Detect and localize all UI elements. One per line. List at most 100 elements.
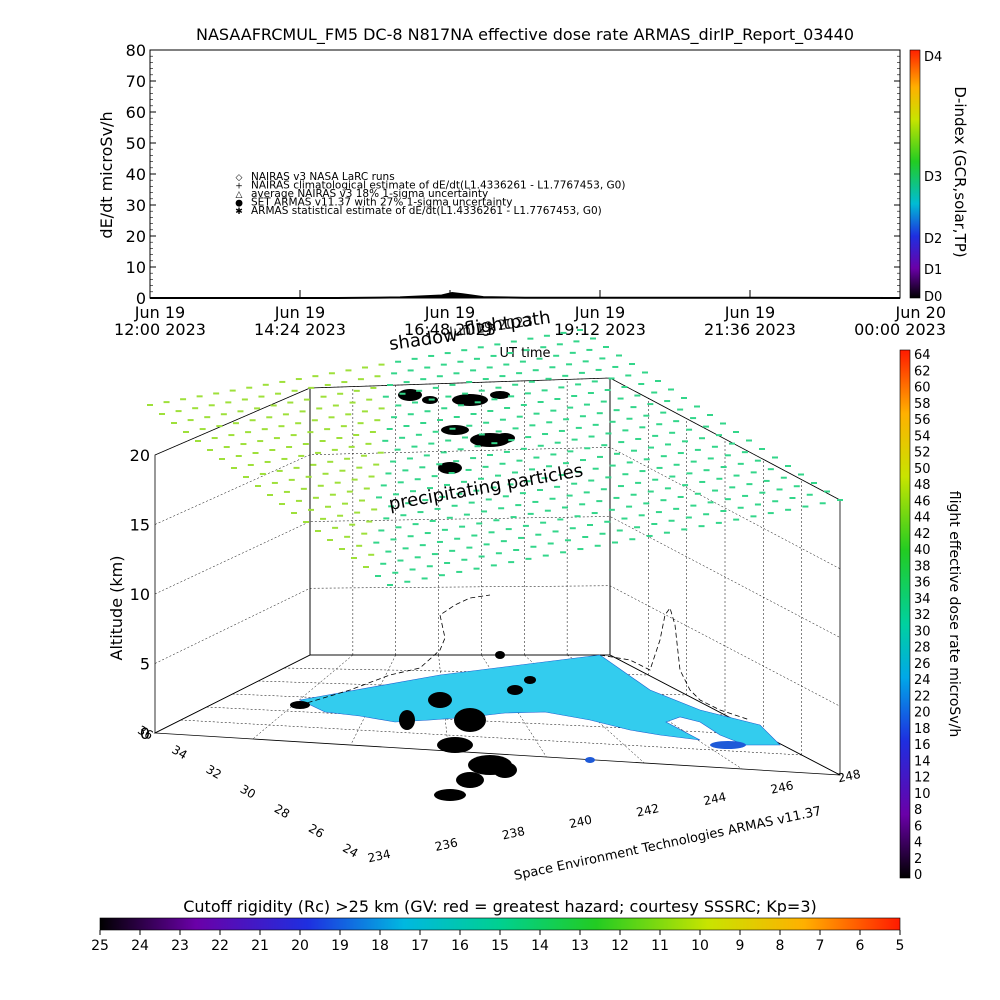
dose-rate-tick-label: 6 — [914, 819, 922, 834]
dose-rate-tick-label: 62 — [914, 364, 931, 379]
shadow-blob — [438, 462, 462, 474]
latitude-tick-label: 32 — [204, 762, 224, 782]
dindex-tick-label: D1 — [924, 263, 942, 278]
y-tick-label: 30 — [126, 196, 146, 215]
altitude-ticks: 0 5 10 15 20 — [130, 446, 150, 743]
dindex-tick-label: D2 — [924, 232, 942, 247]
dose-rate-tick-label: 14 — [914, 754, 931, 769]
dose-rate-colorbar — [899, 349, 911, 879]
x-tick-label-date: Jun 19 — [424, 303, 475, 322]
dose-rate-tick-label: 30 — [914, 624, 931, 639]
cutoff-tick-label: 21 — [251, 938, 269, 954]
shadow-blob — [441, 425, 469, 435]
cutoff-colorbar — [99, 917, 901, 931]
longitude-tick-label: 244 — [702, 790, 727, 808]
x-tick-label-date: Jun 19 — [724, 303, 775, 322]
cutoff-tick-label: 11 — [651, 938, 669, 954]
dose-rate-tick-label: 48 — [914, 478, 931, 493]
shadow-blob — [456, 772, 484, 788]
shadow-blob — [495, 433, 515, 443]
shadow-blob — [434, 789, 466, 801]
altitude-tick-label: 15 — [130, 516, 150, 535]
cutoff-tick-label: 17 — [411, 938, 429, 954]
cutoff-tick-label: 18 — [371, 938, 389, 954]
dose-rate-tick-label: 64 — [914, 348, 931, 363]
x-axis-label: UT time — [500, 346, 551, 361]
dose-rate-colorbar-label: flight effective dose rate microSv/h — [946, 491, 962, 737]
dindex-tick-label: D4 — [924, 50, 942, 65]
legend-label: NAIRAS v3 NASA LaRC runs — [251, 171, 395, 183]
y-tick-label: 20 — [126, 227, 146, 246]
dose-rate-tick-label: 8 — [914, 803, 922, 818]
dose-rate-tick-label: 12 — [914, 771, 931, 786]
dose-rate-tick-label: 20 — [914, 706, 931, 721]
latitude-tick-label: 26 — [306, 821, 326, 841]
cutoff-tick-label: 6 — [856, 938, 865, 954]
cutoff-tick-label: 13 — [571, 938, 589, 954]
dindex-tick-label: D0 — [924, 290, 942, 305]
dose-rate-tick-label: 4 — [914, 836, 922, 851]
longitude-tick-label: 246 — [769, 778, 794, 796]
shadow-blob — [398, 389, 422, 401]
dindex-colorbar-ticks: D4 D3 D2 D1 D0 — [924, 50, 942, 305]
y-tick-label: 60 — [126, 103, 146, 122]
dose-rate-tick-label: 10 — [914, 787, 931, 802]
latitude-tick-label: 28 — [272, 801, 292, 821]
cutoff-tick-label: 5 — [896, 938, 905, 954]
cutoff-tick-label: 24 — [131, 938, 149, 954]
y-tick-label: 50 — [126, 134, 146, 153]
legend-symbol: ● — [235, 199, 243, 209]
precipitating-particle-layer — [147, 329, 843, 586]
longitude-tick-label: 234 — [367, 847, 392, 865]
dindex-tick-label: D3 — [924, 170, 942, 185]
x-tick-label-time: 12:00 2023 — [114, 320, 206, 339]
dose-rate-tick-label: 34 — [914, 592, 931, 607]
time-series-y-ticks: 0 10 20 30 40 50 60 70 80 — [126, 41, 900, 308]
latitude-tick-label: 36 — [135, 723, 155, 743]
legend-symbol: △ — [236, 190, 243, 200]
dose-rate-tick-label: 16 — [914, 738, 931, 753]
longitude-tick-label: 248 — [837, 767, 862, 785]
cutoff-tick-label: 14 — [531, 938, 549, 954]
dose-rate-tick-label: 44 — [914, 511, 931, 526]
legend-symbol: ◇ — [236, 173, 243, 183]
shadow-blob — [437, 737, 473, 753]
x-tick-label-time: 19:12 2023 — [554, 320, 646, 339]
altitude-tick-label: 10 — [130, 585, 150, 604]
dose-rate-series — [150, 291, 901, 299]
legend-symbol: + — [235, 182, 243, 192]
dose-rate-tick-label: 36 — [914, 576, 931, 591]
dose-rate-tick-label: 0 — [914, 868, 922, 883]
cutoff-tick-label: 25 — [91, 938, 109, 954]
y-tick-label: 40 — [126, 165, 146, 184]
low-rigidity-patch — [710, 741, 746, 749]
x-tick-label-date: Jun 19 — [274, 303, 325, 322]
altitude-grid-line — [154, 446, 841, 569]
dose-rate-tick-label: 60 — [914, 381, 931, 396]
x-tick-label-time: 21:36 2023 — [704, 320, 796, 339]
cutoff-tick-label: 16 — [451, 938, 469, 954]
altitude-grid-line — [154, 516, 841, 638]
dose-rate-tick-label: 42 — [914, 527, 931, 542]
cutoff-tick-label: 12 — [611, 938, 629, 954]
dose-rate-tick-label: 28 — [914, 641, 931, 656]
legend-symbol: ✱ — [235, 207, 243, 217]
y-tick-label: 10 — [126, 258, 146, 277]
legend-label: ARMAS statistical estimate of dE/dt(L1.4… — [251, 205, 602, 217]
shadow-blob — [493, 762, 517, 778]
cutoff-tick-label: 20 — [291, 938, 309, 954]
cutoff-tick-label: 22 — [211, 938, 229, 954]
dose-rate-tick-label: 58 — [914, 397, 931, 412]
cutoff-tick-label: 10 — [691, 938, 709, 954]
cutoff-colorbar-ticks: 25 24 23 22 21 20 19 18 17 16 15 14 13 12 11 10 9 8 7 6 5 — [91, 930, 904, 954]
x-tick-label-date: Jun 19 — [134, 303, 185, 322]
flightpath-trace-east — [599, 607, 751, 721]
shadow-blob — [524, 676, 536, 684]
altitude-tick-label: 20 — [130, 446, 150, 465]
altitude-tick-label: 5 — [140, 655, 150, 674]
latitude-tick-label: 34 — [169, 742, 189, 762]
x-tick-label-time: 14:24 2023 — [254, 320, 346, 339]
y-axis-label: dE/dt microSv/h — [97, 111, 116, 238]
x-tick-label-time: 16:48 2023 — [404, 320, 496, 339]
